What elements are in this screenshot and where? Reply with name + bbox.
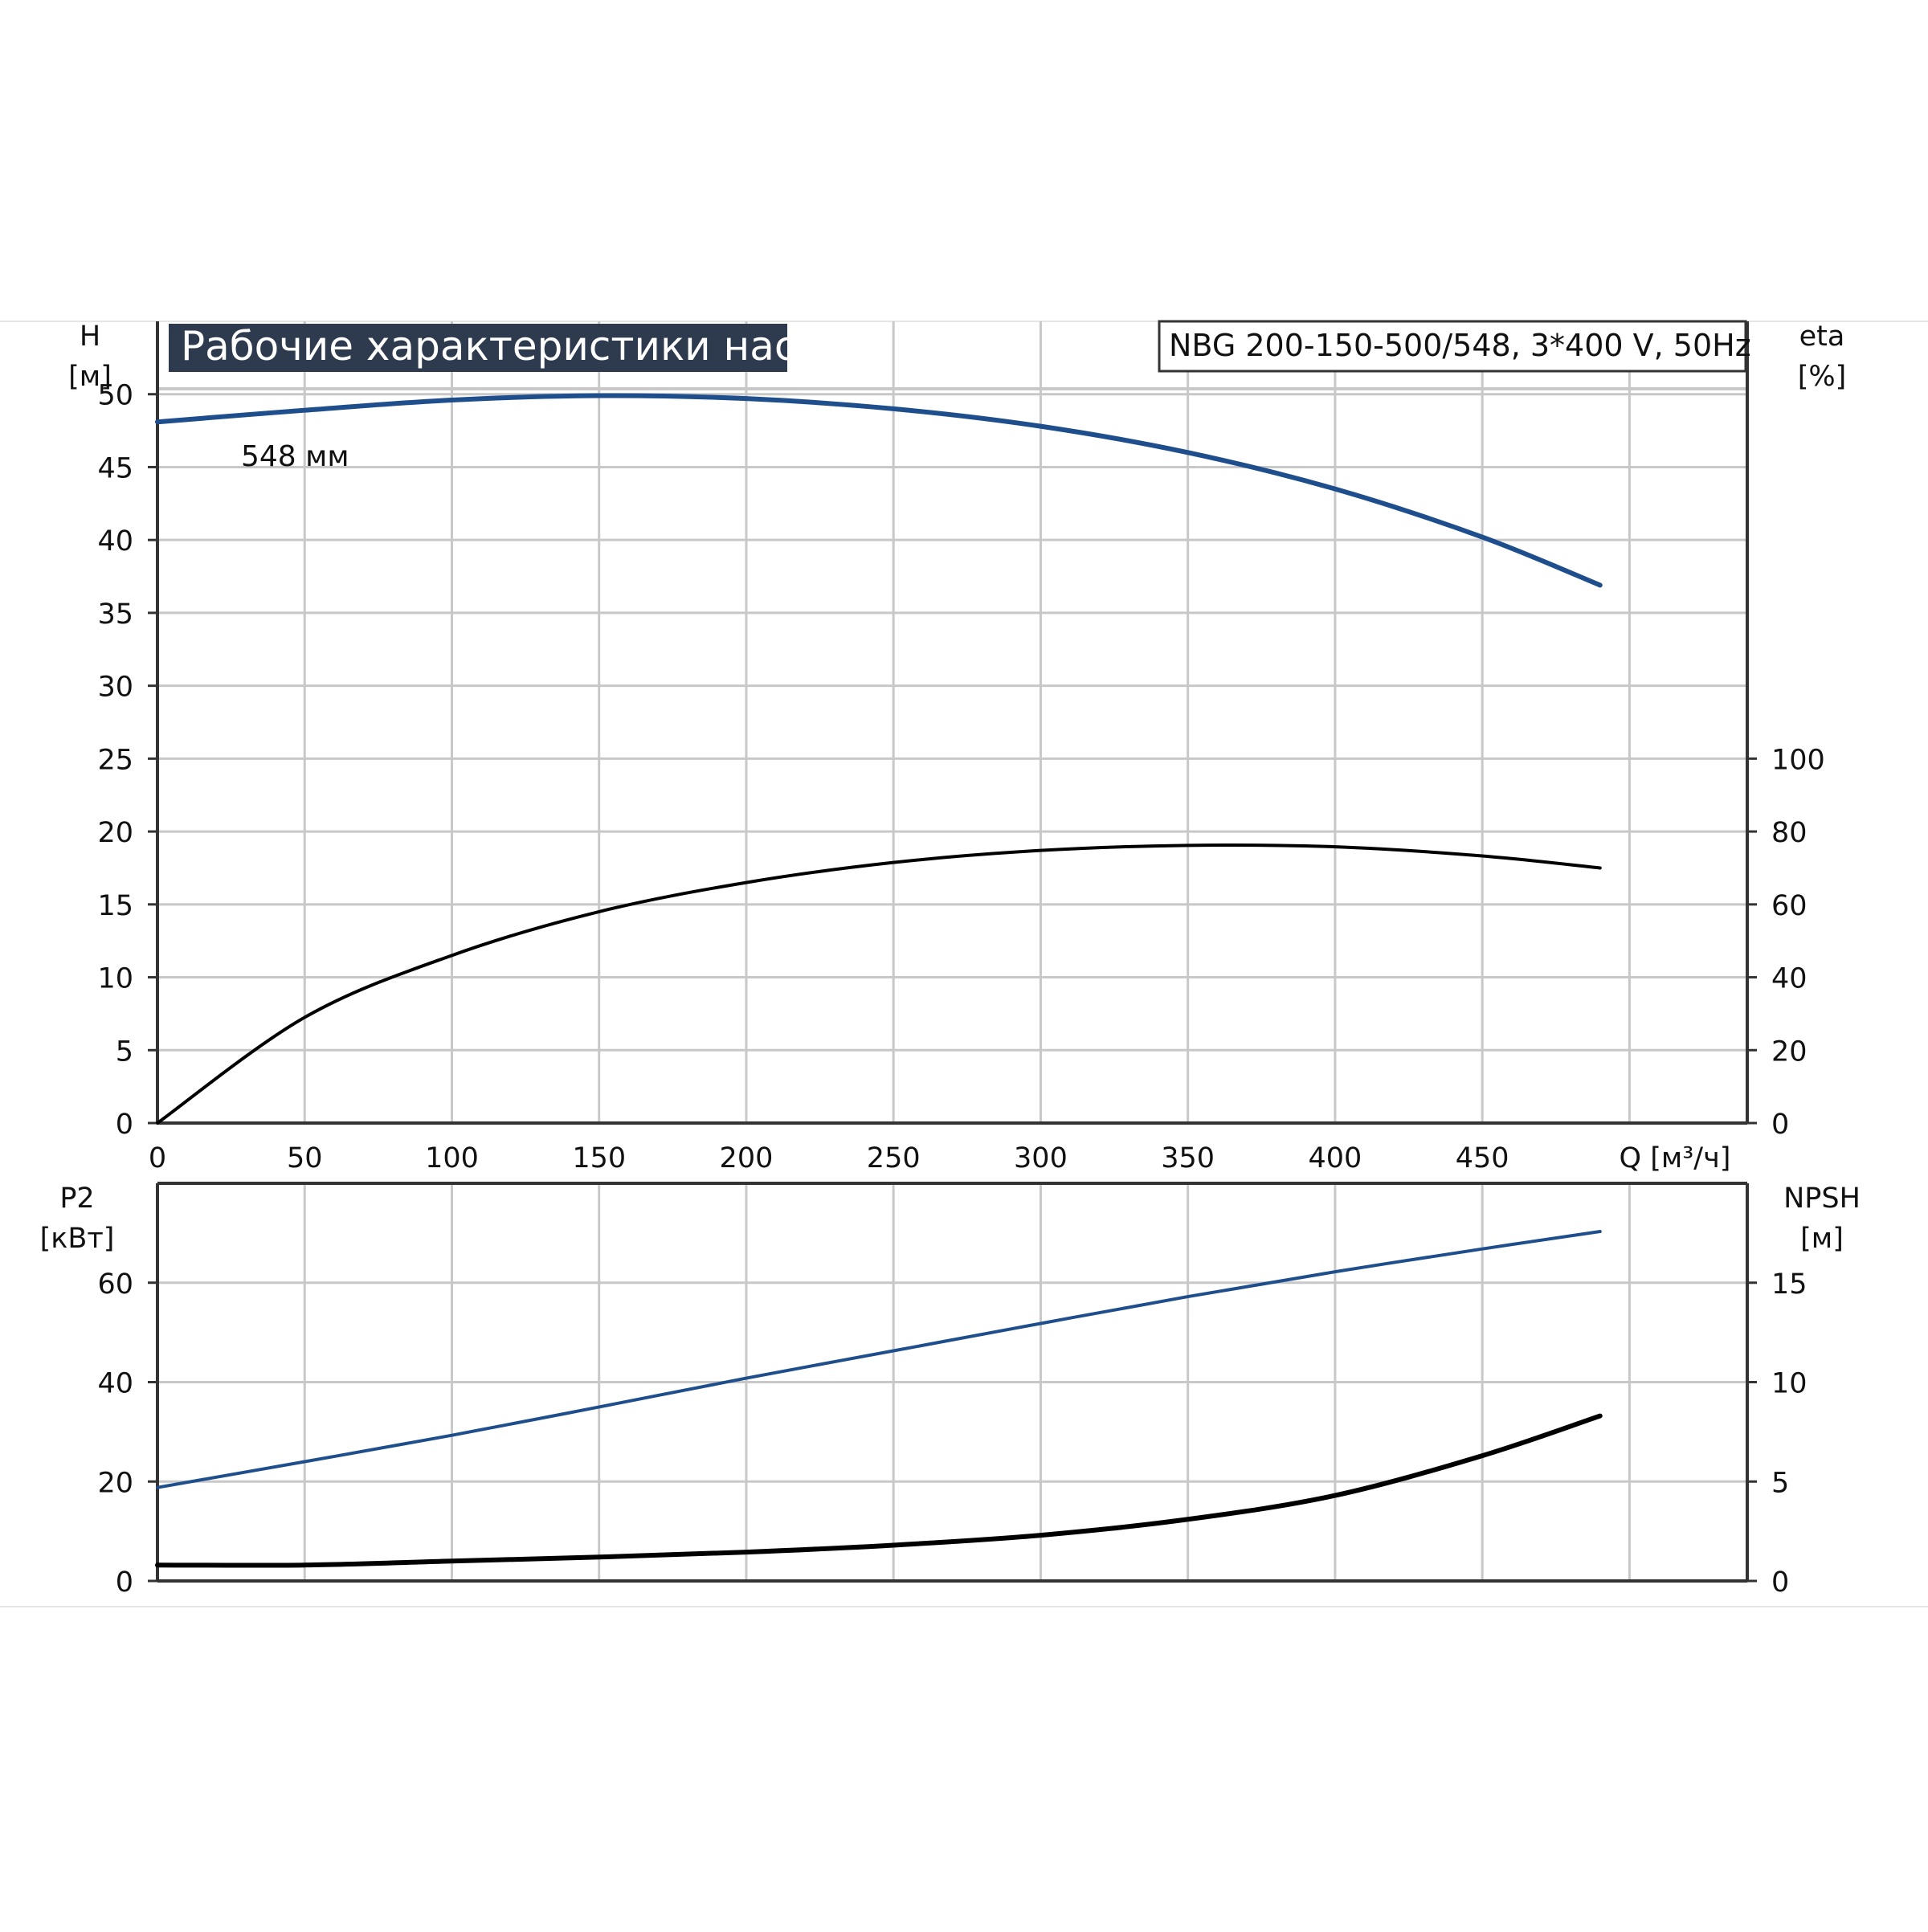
top-left-tick-label: 5 — [116, 1035, 133, 1068]
x-tick-label: 50 — [287, 1142, 323, 1174]
top-left-tick-label: 0 — [116, 1109, 133, 1141]
bottom-right-axis-label: NPSH — [1783, 1182, 1861, 1215]
model-label-box — [1158, 320, 1747, 373]
x-tick-label: 300 — [1014, 1142, 1068, 1174]
bottom-left-tick-label: 60 — [97, 1268, 133, 1301]
top-left-tick-label: 30 — [97, 672, 133, 704]
top-right-tick-label: 20 — [1771, 1035, 1808, 1068]
top-right-tick-label: 40 — [1771, 963, 1808, 995]
top-series-1-line — [156, 843, 1602, 1125]
x-tick-label: 200 — [720, 1142, 774, 1174]
x-tick-label: 150 — [572, 1142, 626, 1174]
bottom-left-axis-unit: [кВт] — [40, 1223, 115, 1255]
top-right-tick-label: 0 — [1771, 1109, 1789, 1141]
bottom-right-tick-label: 10 — [1771, 1368, 1808, 1400]
bottom-left-tick-label: 0 — [116, 1566, 133, 1599]
top-right-tick-label: 60 — [1771, 890, 1808, 922]
bottom-left-axis-label: P2 — [59, 1182, 94, 1215]
top-left-tick-label: 15 — [97, 890, 133, 922]
bottom-series-0-line — [156, 1230, 1602, 1489]
model-label: NBG 200-150-500/548, 3*400 V, 50Hz — [1169, 328, 1751, 363]
bottom-right-tick-label: 5 — [1771, 1467, 1789, 1499]
top-left-axis-label: H — [80, 321, 100, 353]
x-tick-label: 450 — [1456, 1142, 1509, 1174]
chart-title-box — [169, 324, 787, 372]
top-left-tick-label: 20 — [97, 817, 133, 849]
x-tick-label: 0 — [149, 1142, 166, 1174]
top-left-tick-label: 10 — [97, 963, 133, 995]
x-tick-label: 400 — [1309, 1142, 1362, 1174]
impeller-diameter-label: 548 мм — [241, 440, 349, 473]
chart-title: Рабочие характеристики насоса — [181, 323, 868, 370]
top-left-tick-label: 45 — [97, 452, 133, 484]
top-right-axis-label: eta — [1799, 321, 1845, 353]
bottom-left-tick-label: 40 — [97, 1368, 133, 1400]
top-left-tick-label: 50 — [97, 380, 133, 412]
top-left-tick-label: 25 — [97, 744, 133, 776]
x-tick-label: 250 — [867, 1142, 921, 1174]
top-right-tick-label: 100 — [1771, 744, 1825, 776]
bottom-left-tick-label: 20 — [97, 1467, 133, 1499]
top-left-tick-label: 40 — [97, 525, 133, 558]
bottom-right-axis-unit: [м] — [1800, 1223, 1844, 1255]
x-tick-label: 100 — [425, 1142, 479, 1174]
top-right-tick-label: 80 — [1771, 817, 1808, 849]
bottom-right-tick-label: 15 — [1771, 1268, 1808, 1301]
x-tick-label: 350 — [1161, 1142, 1215, 1174]
top-left-axis-unit: [м] — [68, 361, 112, 393]
bottom-right-tick-label: 0 — [1771, 1566, 1789, 1599]
x-axis-label: Q [м³/ч] — [1620, 1142, 1731, 1174]
bottom-series-1-line — [155, 1413, 1603, 1568]
top-left-tick-label: 35 — [97, 598, 133, 631]
top-series-0-line — [155, 393, 1603, 588]
top-right-axis-unit: [%] — [1798, 361, 1847, 393]
